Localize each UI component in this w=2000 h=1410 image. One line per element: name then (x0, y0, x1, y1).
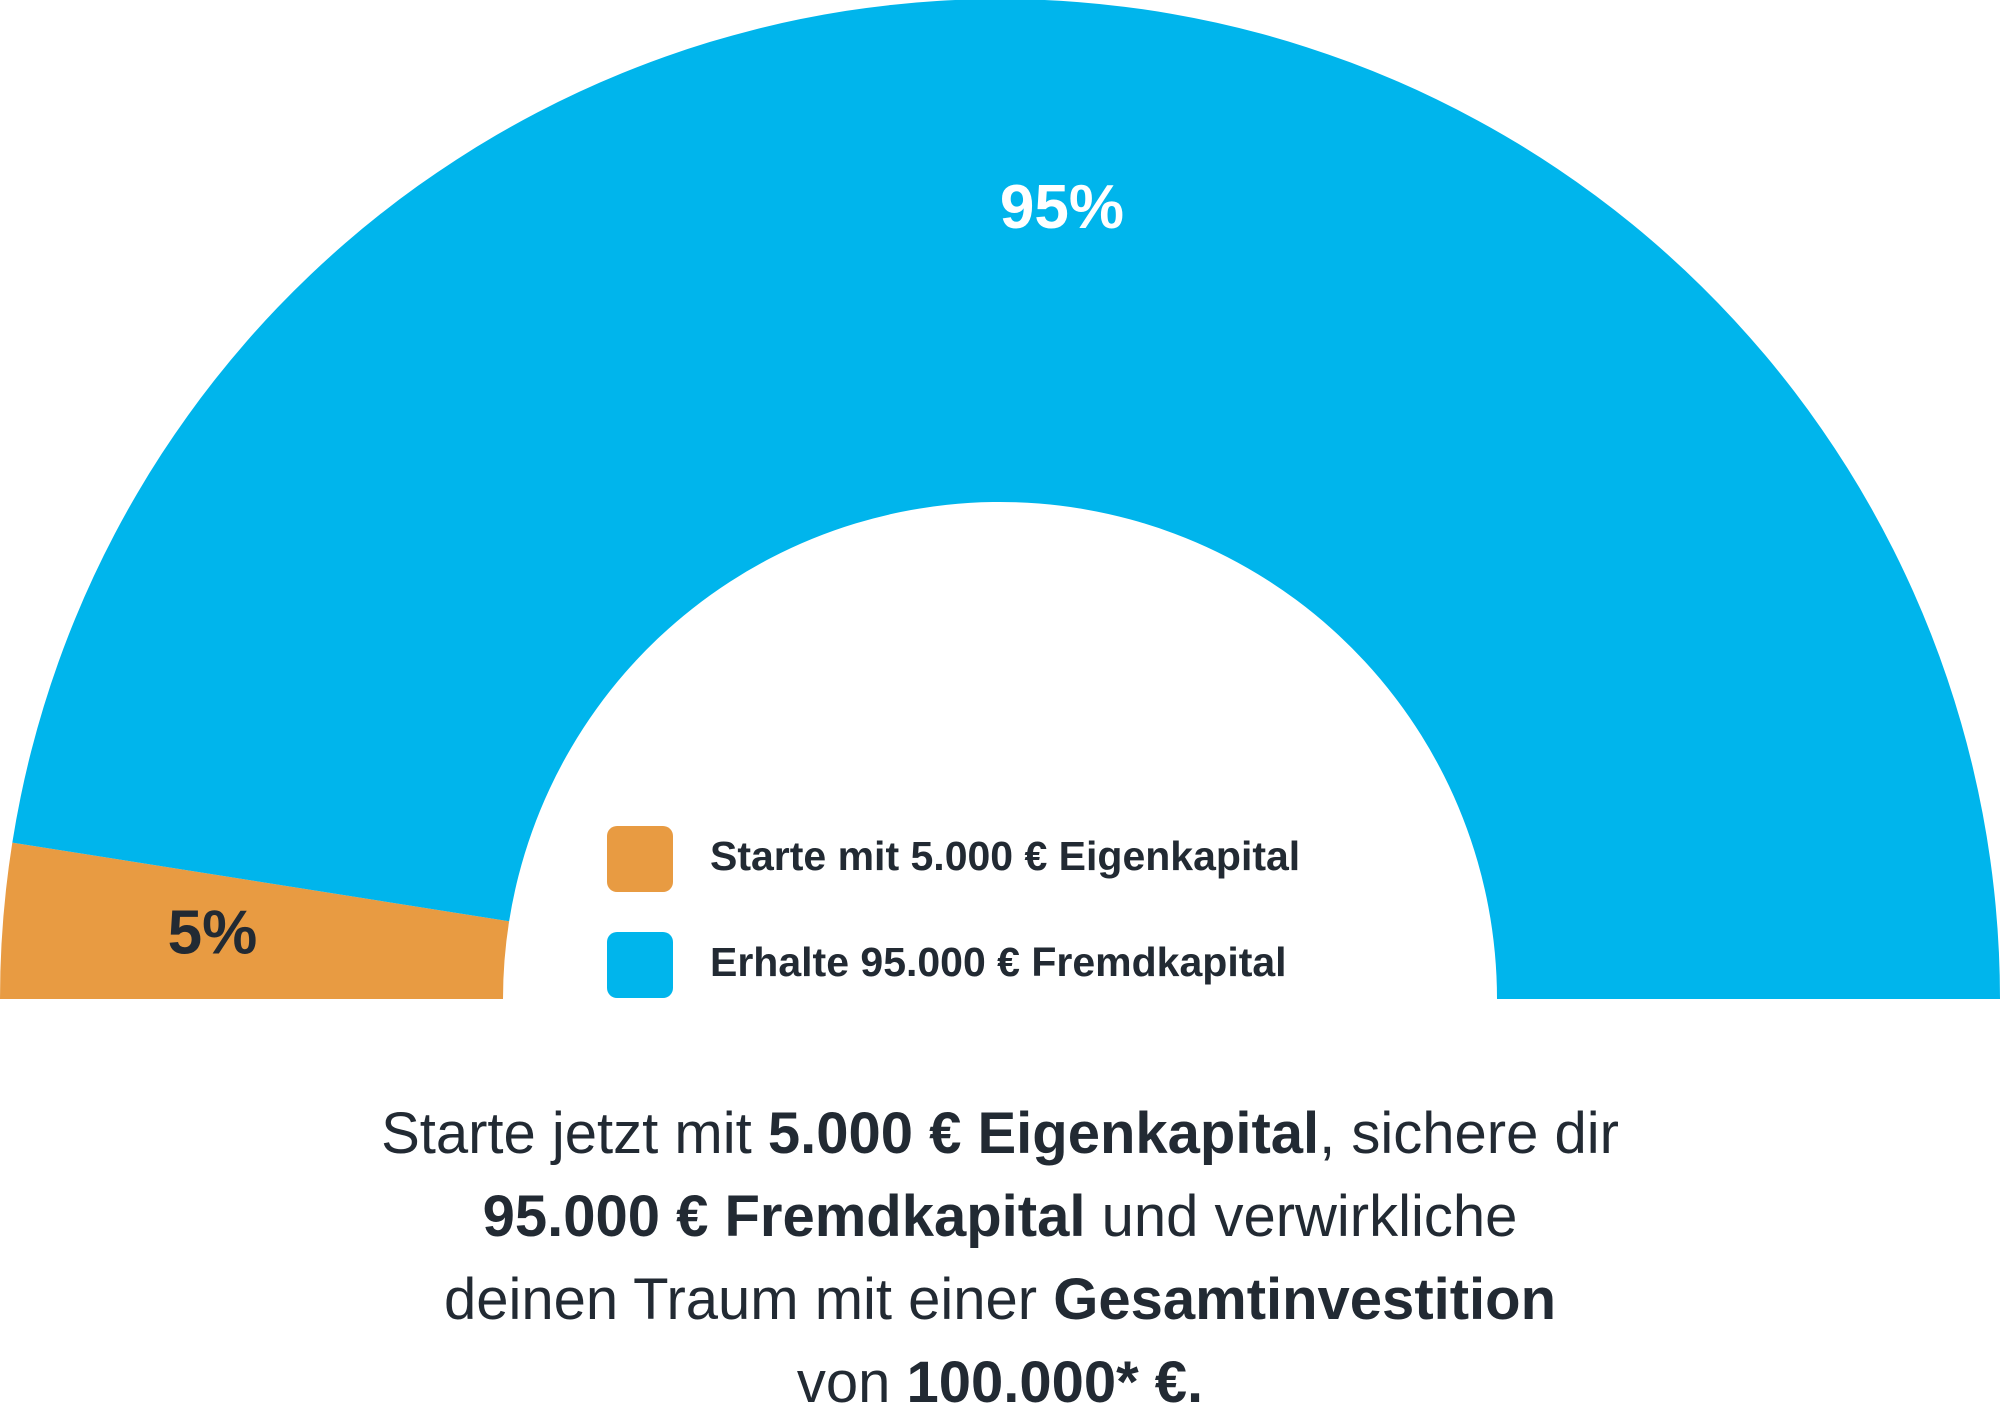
caption-run: 95.000 € Fremdkapital (483, 1184, 1086, 1249)
segment (12, 0, 2000, 999)
caption-line: 95.000 € Fremdkapital und verwirkliche (483, 1184, 1518, 1249)
segment (0, 842, 510, 999)
caption-run: , sichere dir (1319, 1101, 1619, 1166)
caption-line: von 100.000* €. (797, 1350, 1203, 1410)
caption-line: Starte jetzt mit 5.000 € Eigenkapital, s… (381, 1101, 1619, 1166)
legend-label: Starte mit 5.000 € Eigenkapital (710, 833, 1300, 879)
caption-run: 100.000* €. (906, 1350, 1203, 1410)
legend-swatch (607, 932, 673, 998)
value-label: 95% (1000, 173, 1124, 242)
caption-run: Gesamtinvestition (1053, 1267, 1556, 1332)
caption-run: Starte jetzt mit (381, 1101, 768, 1166)
caption-run: von (797, 1350, 907, 1410)
caption-run: und verwirkliche (1085, 1184, 1517, 1249)
caption-run: 5.000 € Eigenkapital (768, 1101, 1319, 1166)
caption-run: deinen Traum mit einer (444, 1267, 1053, 1332)
legend-label: Erhalte 95.000 € Fremdkapital (710, 939, 1287, 985)
value-label: 5% (168, 898, 258, 967)
caption-line: deinen Traum mit einer Gesamtinvestition (444, 1267, 1556, 1332)
legend-swatch (607, 826, 673, 892)
